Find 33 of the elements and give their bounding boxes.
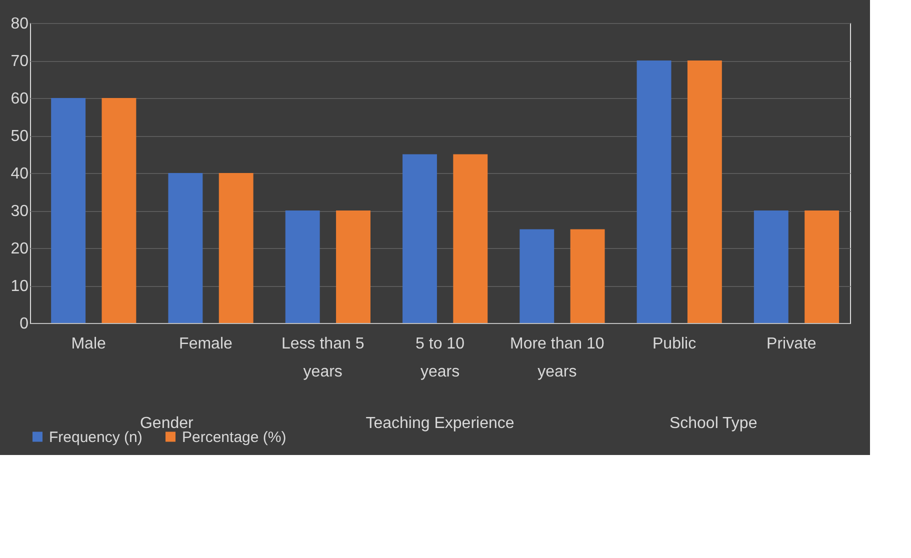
bar bbox=[51, 98, 86, 323]
y-tick-label: 70 bbox=[10, 53, 29, 70]
x-tick-label: Less than 5 years bbox=[281, 336, 364, 380]
y-tick-label: 0 bbox=[20, 316, 29, 332]
y-tick-label: 30 bbox=[10, 203, 29, 220]
bar bbox=[102, 98, 136, 323]
legend-label: Frequency (n) bbox=[49, 428, 142, 446]
y-tick-label: 60 bbox=[10, 90, 29, 108]
bar bbox=[453, 154, 488, 323]
y-tick-label: 10 bbox=[10, 278, 29, 295]
y-tick-label: 40 bbox=[10, 166, 29, 182]
x-tick-label: Private bbox=[766, 336, 816, 352]
bar bbox=[570, 229, 605, 323]
y-tick-label: 80 bbox=[10, 16, 29, 32]
x-tick-label: Male bbox=[71, 336, 106, 352]
bar bbox=[168, 173, 203, 323]
text: Teaching Experience bbox=[366, 415, 514, 432]
y-tick-label: 50 bbox=[10, 128, 29, 145]
bar bbox=[754, 210, 788, 323]
x-tick-label: More than 10 years bbox=[510, 336, 604, 380]
bar bbox=[402, 154, 437, 323]
bar bbox=[336, 210, 370, 323]
bar bbox=[520, 229, 554, 323]
x-tick-label: Female bbox=[179, 336, 232, 352]
bar bbox=[687, 60, 722, 323]
bar bbox=[636, 60, 672, 323]
bar bbox=[285, 210, 320, 323]
x-tick-label: 5 to 10 years bbox=[416, 336, 465, 380]
x-tick-label: Public bbox=[652, 336, 696, 352]
bar bbox=[804, 210, 840, 323]
text: School Type bbox=[669, 415, 758, 432]
y-tick-label: 20 bbox=[10, 240, 29, 258]
bar bbox=[218, 173, 254, 323]
